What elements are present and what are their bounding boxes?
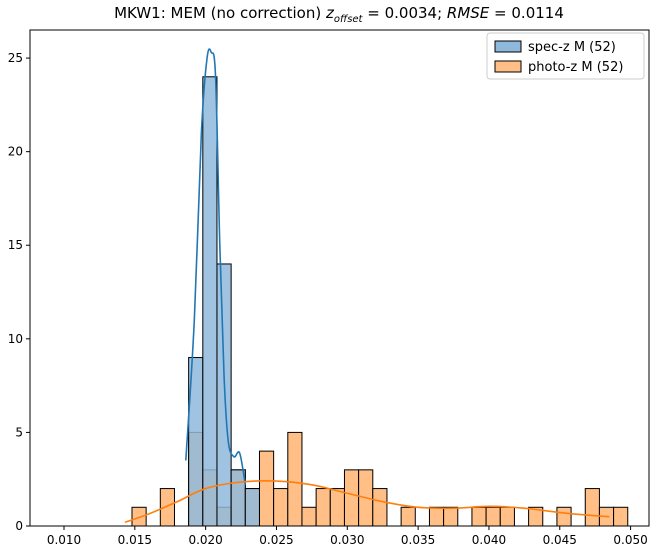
bar-photo-z (556, 506, 572, 527)
kde-line-photo-z (124, 480, 610, 524)
y-tick-label: 10 (8, 332, 23, 346)
x-tick-label: 0.050 (613, 533, 647, 547)
chart-title: MKW1: MEM (no correction) zoffset = 0.00… (114, 4, 564, 25)
legend-swatch (494, 40, 522, 53)
y-tick-label: 0 (15, 519, 23, 533)
y-tick-label: 15 (8, 238, 23, 252)
bar-photo-z (329, 488, 345, 527)
title-z-subscript: offset (334, 14, 364, 25)
kde-line-spec-z (185, 48, 247, 485)
bar-photo-z (471, 506, 487, 527)
y-tick-label: 25 (8, 51, 23, 65)
kde-lines (124, 48, 610, 524)
svg-text:MKW1: MEM (no correction) zoff: MKW1: MEM (no correction) zoffset = 0.00… (114, 4, 564, 25)
bar-photo-z (613, 506, 629, 527)
bar-spec-z (216, 263, 232, 527)
bar-photo-z (499, 506, 515, 527)
bar-photo-z (273, 488, 289, 527)
y-tick-label: 5 (15, 425, 23, 439)
bar-spec-z (202, 76, 218, 527)
legend-label: photo-z M (52) (528, 60, 623, 75)
bar-photo-z (428, 506, 445, 527)
bar-photo-z (443, 506, 459, 527)
title-rmse-value: = 0.0114 (489, 4, 564, 22)
x-tick-label: 0.010 (47, 533, 81, 547)
x-tick-label: 0.045 (543, 533, 577, 547)
bar-photo-z (372, 488, 388, 527)
bar-photo-z (584, 488, 600, 527)
bar-photo-z (400, 506, 416, 527)
bar-photo-z (485, 506, 501, 527)
x-tick-label: 0.015 (118, 533, 152, 547)
x-axis: 0.010 0.015 0.020 0.025 0.030 0.035 0.040 0.045… (47, 526, 648, 547)
bar-photo-z (159, 488, 175, 527)
bar-spec-z (230, 469, 246, 527)
bar-photo-z (258, 450, 275, 527)
x-tick-label: 0.030 (330, 533, 364, 547)
y-axis: 0 5 10 15 20 25 (8, 51, 30, 533)
legend-label: spec-z M (52) (528, 40, 616, 55)
legend-box (486, 32, 645, 80)
y-tick-label: 20 (8, 145, 23, 159)
x-tick-label: 0.035 (401, 533, 435, 547)
title-main: MKW1: MEM (no correction) (114, 4, 326, 22)
bar-photo-z (315, 488, 331, 527)
bar-spec-z (244, 488, 260, 527)
bars-spec-z (188, 76, 260, 527)
x-tick-label: 0.040 (472, 533, 506, 547)
bar-photo-z (287, 431, 303, 527)
bar-photo-z (301, 506, 317, 527)
legend: spec-z M (52) photo-z M (52) (486, 32, 645, 80)
legend-swatch (494, 60, 522, 73)
plot-frame (29, 29, 650, 527)
title-rmse-label: RMSE (447, 4, 490, 22)
x-tick-label: 0.020 (188, 533, 222, 547)
title-offset-value: = 0.0034; (362, 4, 446, 22)
bar-photo-z (343, 469, 360, 527)
title-z: z (325, 4, 335, 22)
x-tick-label: 0.025 (259, 533, 293, 547)
